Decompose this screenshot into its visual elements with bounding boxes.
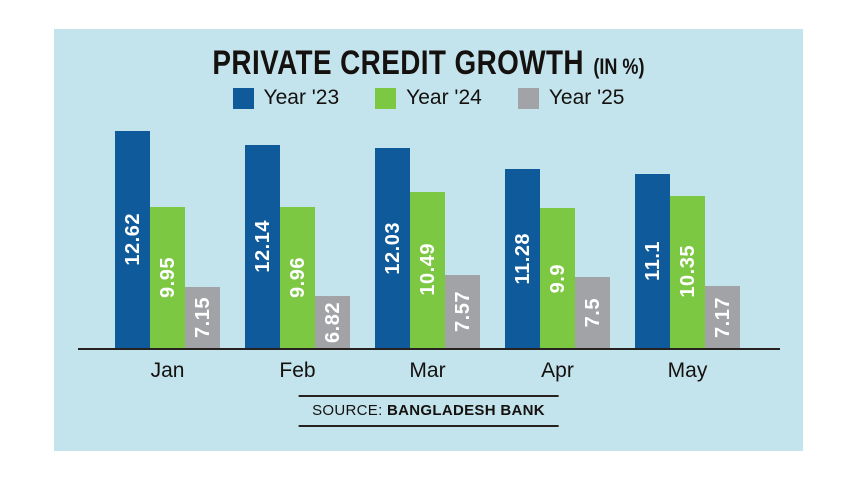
bar-value-label: 9.95 <box>156 256 179 298</box>
bar-value-label: 12.14 <box>251 219 274 273</box>
bar-value-label: 6.82 <box>321 301 344 343</box>
legend-swatch-icon <box>232 87 254 109</box>
x-axis-line <box>78 348 780 350</box>
bar-group-jan: 12.62 9.95 7.15 <box>115 130 220 348</box>
bar-jan-year-24: 9.95 <box>150 206 185 348</box>
bar-may-year-23: 11.1 <box>635 174 670 348</box>
bar-jan-year-25: 7.15 <box>185 286 220 348</box>
bar-value-label: 7.15 <box>191 296 214 338</box>
source-label: SOURCE: BANGLADESH BANK <box>298 395 559 427</box>
x-axis-labels: Jan Feb Mar Apr May <box>78 359 780 383</box>
bar-value-label: 10.35 <box>676 245 699 299</box>
source-prefix: SOURCE: <box>312 402 383 419</box>
bar-value-label: 10.49 <box>416 243 439 297</box>
x-axis-label-jan: Jan <box>150 359 185 382</box>
bar-value-label: 9.9 <box>546 263 569 293</box>
bar-apr-year-24: 9.9 <box>540 208 575 348</box>
x-axis-label-mar: Mar <box>409 359 446 382</box>
legend-item: Year '23 <box>232 86 340 110</box>
legend-label: Year '25 <box>548 86 625 109</box>
bar-feb-year-24: 9.96 <box>280 206 315 348</box>
bar-may-year-24: 10.35 <box>670 195 705 348</box>
legend-item: Year '25 <box>517 86 625 110</box>
bar-feb-year-23: 12.14 <box>245 144 280 348</box>
legend-label: Year '24 <box>406 86 482 109</box>
chart-title-unit: (IN %) <box>593 54 645 79</box>
bar-mar-year-25: 7.57 <box>445 274 480 348</box>
x-axis-label-feb: Feb <box>279 359 316 382</box>
chart-title-line: PRIVATE CREDIT GROWTH (IN %) <box>212 44 644 83</box>
bar-value-label: 9.96 <box>286 256 309 298</box>
chart-panel: PRIVATE CREDIT GROWTH (IN %) Year '23 Yea… <box>54 29 803 451</box>
bar-group-mar: 12.03 10.49 7.57 <box>375 147 480 348</box>
bar-chart: 12.62 9.95 7.15 12.14 9.96 6.82 12.03 10.49 7.57… <box>78 120 780 383</box>
bar-value-label: 11.1 <box>641 241 664 282</box>
bar-feb-year-25: 6.82 <box>315 296 350 348</box>
bar-value-label: 11.28 <box>511 232 534 285</box>
bar-group-feb: 12.14 9.96 6.82 <box>245 144 350 348</box>
bar-value-label: 7.5 <box>581 297 604 327</box>
bar-value-label: 12.62 <box>121 213 144 266</box>
bar-groups: 12.62 9.95 7.15 12.14 9.96 6.82 12.03 10.49 7.57… <box>78 120 780 348</box>
bar-value-label: 12.03 <box>381 221 404 275</box>
bar-value-label: 7.57 <box>451 290 474 332</box>
source-name: BANGLADESH BANK <box>387 402 545 419</box>
bar-jan-year-23: 12.62 <box>115 130 150 348</box>
legend-label: Year '23 <box>263 86 340 109</box>
x-axis-label-may: May <box>667 359 708 382</box>
bar-may-year-25: 7.17 <box>705 286 740 348</box>
bar-apr-year-25: 7.5 <box>575 276 610 348</box>
bar-mar-year-23: 12.03 <box>375 147 410 348</box>
x-axis-label-apr: Apr <box>541 359 574 382</box>
legend: Year '23 Year '24 Year '25 <box>54 86 803 110</box>
chart-title: PRIVATE CREDIT GROWTH <box>212 44 585 82</box>
bar-apr-year-23: 11.28 <box>505 169 540 348</box>
bar-mar-year-24: 10.49 <box>410 191 445 348</box>
legend-swatch-icon <box>375 87 397 109</box>
legend-item: Year '24 <box>375 86 482 110</box>
bar-value-label: 7.17 <box>711 296 734 338</box>
legend-swatch-icon <box>517 87 539 109</box>
bar-group-apr: 11.28 9.9 7.5 <box>505 169 610 348</box>
bar-group-may: 11.1 10.35 7.17 <box>635 174 740 348</box>
chart-header: PRIVATE CREDIT GROWTH (IN %) Year '23 Yea… <box>54 29 803 110</box>
